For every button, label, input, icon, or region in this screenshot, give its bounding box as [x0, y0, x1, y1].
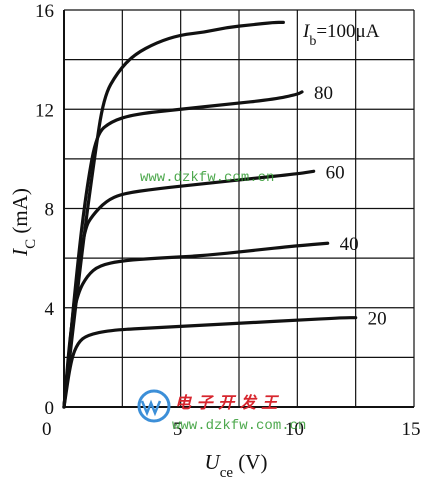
y-tick-label: 4	[45, 299, 55, 320]
x-axis-label: Uce (V)	[205, 450, 268, 477]
y-tick-label: 16	[35, 1, 54, 22]
x-tick-label: 5	[173, 419, 183, 440]
grid	[63, 9, 415, 408]
curve-ib-80	[62, 90, 304, 409]
tick-labels: 0 4 8 12 16 0 5 10 15	[35, 1, 421, 440]
y-tick-label: 12	[35, 100, 54, 121]
watermark-logo-icon	[137, 389, 171, 423]
curve-ib-100	[62, 20, 285, 409]
curve-param-label: Ib=100μA	[302, 21, 380, 49]
curves	[62, 20, 358, 409]
curve-label-40: 40	[340, 234, 359, 255]
y-axis-label: IC (mA)	[8, 188, 39, 257]
watermark-url-top: www.dzkfw.com.cn	[140, 170, 274, 186]
curve-label-80: 80	[314, 83, 333, 104]
curve-ib-60	[62, 169, 316, 409]
x-tick-label: 15	[402, 419, 421, 440]
x-tick-label: 0	[42, 419, 52, 440]
curve-ib-20	[62, 316, 358, 409]
curve-label-20: 20	[368, 309, 387, 330]
x-tick-label: 10	[285, 419, 304, 440]
curve-labels: 20 40 60 80	[314, 83, 387, 330]
watermark-chinese: 电 子 开 发 王	[175, 393, 279, 412]
y-tick-label: 0	[45, 398, 55, 419]
watermark-logo-w	[140, 399, 162, 417]
curve-label-60: 60	[326, 162, 345, 183]
watermark-url-bottom: www.dzkfw.com.cn	[172, 418, 306, 434]
y-tick-label: 8	[45, 200, 55, 221]
watermark-logo: 电 子 开 发 王	[137, 389, 279, 423]
